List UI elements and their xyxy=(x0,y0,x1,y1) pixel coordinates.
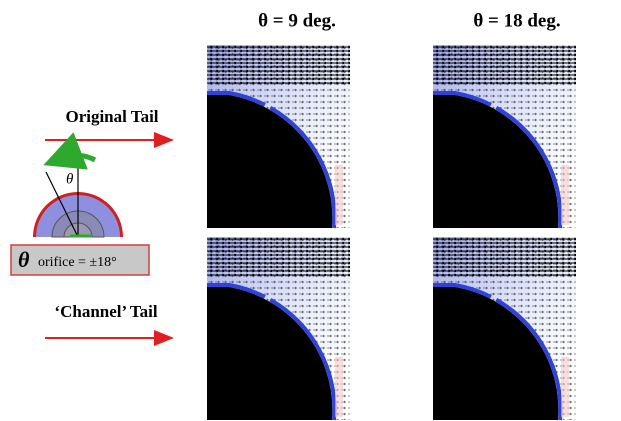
row-label: Original Tail xyxy=(65,107,158,126)
flow-panel xyxy=(433,237,576,420)
column-header: θ = 18 deg. xyxy=(473,10,560,31)
caption-symbol: θ xyxy=(18,247,30,272)
caption-text: orifice = ±18° xyxy=(38,255,117,270)
row-label: ‘Channel’ Tail xyxy=(54,302,157,321)
figure: θ = 9 deg. θ = 18 deg. Original Tail ‘Ch… xyxy=(0,0,621,421)
column-header: θ = 9 deg. xyxy=(258,10,336,31)
flow-panel xyxy=(207,45,350,228)
flow-panel xyxy=(207,237,350,420)
tail-diagram: θ xyxy=(33,150,123,237)
flow-panel xyxy=(433,45,576,228)
angle-symbol: θ xyxy=(66,171,74,187)
